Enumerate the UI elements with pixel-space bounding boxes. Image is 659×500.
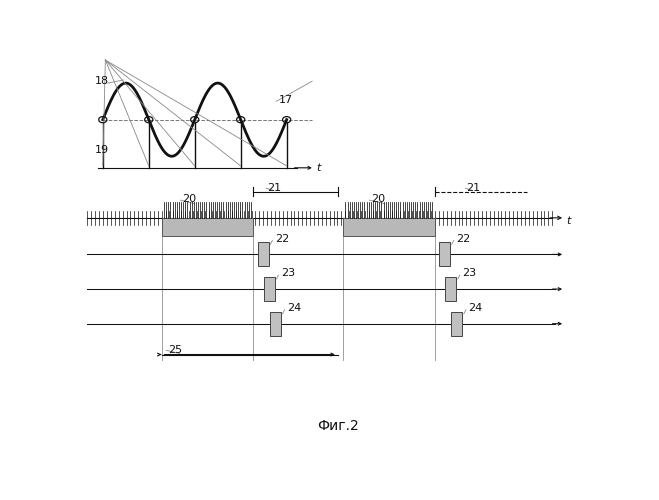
- Text: t: t: [567, 216, 571, 226]
- Text: 17: 17: [279, 96, 293, 106]
- Bar: [439, 242, 450, 266]
- Text: 22: 22: [456, 234, 471, 243]
- Text: 25: 25: [167, 344, 182, 354]
- Text: Фиг.2: Фиг.2: [317, 419, 358, 432]
- Text: 21: 21: [467, 183, 480, 193]
- Bar: [161, 218, 254, 236]
- Text: 19: 19: [95, 146, 109, 156]
- Text: 21: 21: [268, 183, 281, 193]
- Bar: [270, 312, 281, 336]
- Text: 20: 20: [371, 194, 385, 204]
- Text: t: t: [316, 163, 321, 173]
- Text: 18: 18: [95, 76, 109, 86]
- Bar: [258, 242, 269, 266]
- Text: 24: 24: [469, 303, 483, 313]
- Bar: [445, 277, 456, 301]
- Text: 20: 20: [182, 194, 196, 204]
- Bar: [451, 312, 463, 336]
- Bar: [264, 277, 275, 301]
- Bar: [343, 218, 435, 236]
- Text: 22: 22: [275, 234, 289, 243]
- Text: 23: 23: [463, 268, 476, 278]
- Text: 24: 24: [287, 303, 301, 313]
- Text: 23: 23: [281, 268, 295, 278]
